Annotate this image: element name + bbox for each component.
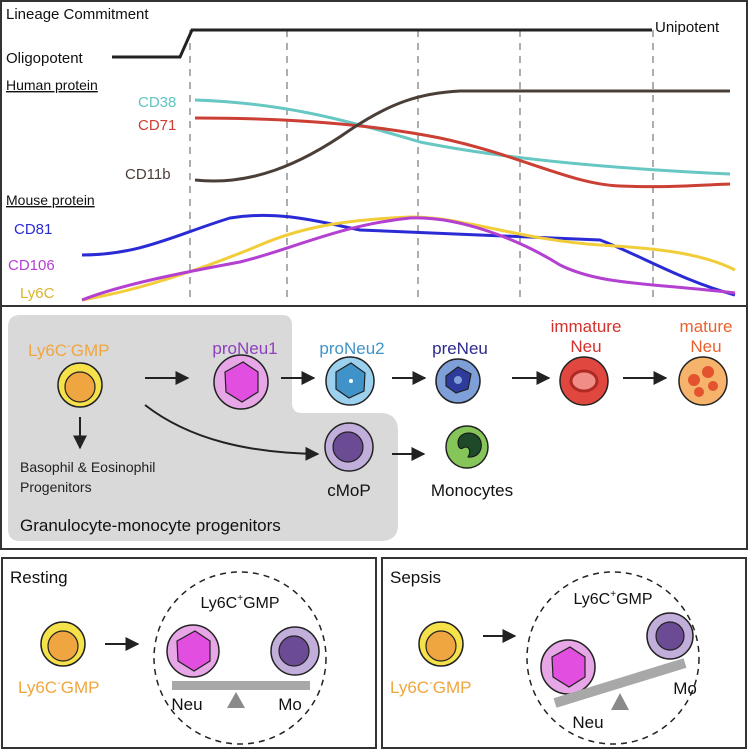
gmp-cell xyxy=(57,362,103,408)
sepsis-fulcrum xyxy=(611,693,629,710)
sepsis-balance-beam xyxy=(553,658,687,708)
resting-fulcrum xyxy=(227,692,245,708)
sepsis-neu-cell xyxy=(540,639,596,695)
label-cd11b: CD11b xyxy=(125,166,171,183)
sepsis-pool-label: Ly6C+GMP xyxy=(573,589,652,608)
panel-a-frame xyxy=(0,0,748,307)
resting-gmp-pool xyxy=(153,571,327,745)
curve-cd71 xyxy=(194,116,731,189)
label-cd71: CD71 xyxy=(138,117,176,134)
gmp-label: Ly6C-GMP xyxy=(28,340,109,360)
human-protein-heading: Human protein xyxy=(6,77,98,93)
stage-label-preneu: preNeu xyxy=(432,339,488,358)
basophil-label-1: Basophil & Eosinophil xyxy=(20,459,155,475)
resting-gmp-cell xyxy=(40,621,86,667)
panel-c-left-frame xyxy=(1,557,377,749)
immature-neu-cell xyxy=(559,356,609,406)
resting-neu-cell xyxy=(166,624,220,678)
preneu-cell xyxy=(435,358,481,404)
resting-balance-beam xyxy=(172,681,310,690)
lineage-unipotent: Unipotent xyxy=(655,19,720,36)
stage-label-mature-1: mature xyxy=(680,317,733,336)
proneu2-cell xyxy=(325,356,375,406)
monocytes-label: Monocytes xyxy=(431,481,513,500)
stage-label-proneu1: proNeu1 xyxy=(212,339,277,358)
panel-b-frame xyxy=(0,305,748,550)
panel-b: Ly6C-GMP proNeu1 proNeu2 preNeu immature… xyxy=(0,305,748,550)
pathway-arrows xyxy=(73,371,668,461)
curve-cd106 xyxy=(81,216,736,302)
sepsis-panel: Sepsis Ly6C-GMP Ly6C+GMP Neu Mo xyxy=(390,568,700,745)
lineage-title: Lineage Commitment xyxy=(6,6,149,23)
sepsis-neu-label: Neu xyxy=(572,713,603,732)
resting-mo-label: Mo xyxy=(278,695,302,714)
sepsis-gmp-pool xyxy=(526,571,700,745)
panel-c-right-frame xyxy=(381,557,747,749)
lineage-oligopotent: Oligopotent xyxy=(6,50,84,67)
proneu1-cell xyxy=(213,354,269,410)
resting-gmp-label: Ly6C-GMP xyxy=(18,677,99,697)
curve-cd38 xyxy=(194,98,731,176)
label-cd106: CD106 xyxy=(8,257,55,274)
resting-panel: Resting Ly6C-GMP Ly6C+GMP Neu Mo xyxy=(10,568,327,745)
stage-label-mature-2: Neu xyxy=(690,337,721,356)
label-cd38: CD38 xyxy=(138,94,176,111)
gmp-region-label: Granulocyte-monocyte progenitors xyxy=(20,516,281,535)
resting-pool-label: Ly6C+GMP xyxy=(200,593,279,612)
monocyte-cell xyxy=(445,425,489,469)
panel-a: Lineage Commitment Oligopotent Unipotent… xyxy=(0,0,748,307)
label-cd81: CD81 xyxy=(14,221,52,238)
mature-neu-cell xyxy=(678,356,728,406)
stage-dividers xyxy=(189,30,654,302)
sepsis-gmp-cell xyxy=(418,621,464,667)
sepsis-gmp-label: Ly6C-GMP xyxy=(390,677,471,697)
sepsis-title: Sepsis xyxy=(390,568,441,587)
stage-label-immature-1: immature xyxy=(551,317,622,336)
gmp-region xyxy=(8,315,398,541)
label-ly6c: Ly6C xyxy=(20,285,55,302)
sepsis-mo-label: Mo xyxy=(673,679,697,698)
cmop-cell xyxy=(324,422,374,472)
resting-neu-label: Neu xyxy=(171,695,202,714)
stage-label-immature-2: Neu xyxy=(570,337,601,356)
curve-cd81 xyxy=(81,213,736,297)
lineage-line xyxy=(112,28,652,59)
basophil-label-2: Progenitors xyxy=(20,479,92,495)
curve-ly6c xyxy=(81,215,736,302)
sepsis-mo-cell xyxy=(646,612,694,660)
cmop-label: cMoP xyxy=(327,481,370,500)
resting-mo-cell xyxy=(270,626,320,676)
stage-label-proneu2: proNeu2 xyxy=(319,339,384,358)
resting-title: Resting xyxy=(10,568,68,587)
panel-c: Resting Ly6C-GMP Ly6C+GMP Neu Mo xyxy=(1,557,747,749)
mouse-protein-heading: Mouse protein xyxy=(6,192,95,208)
curve-cd11b xyxy=(194,89,730,183)
